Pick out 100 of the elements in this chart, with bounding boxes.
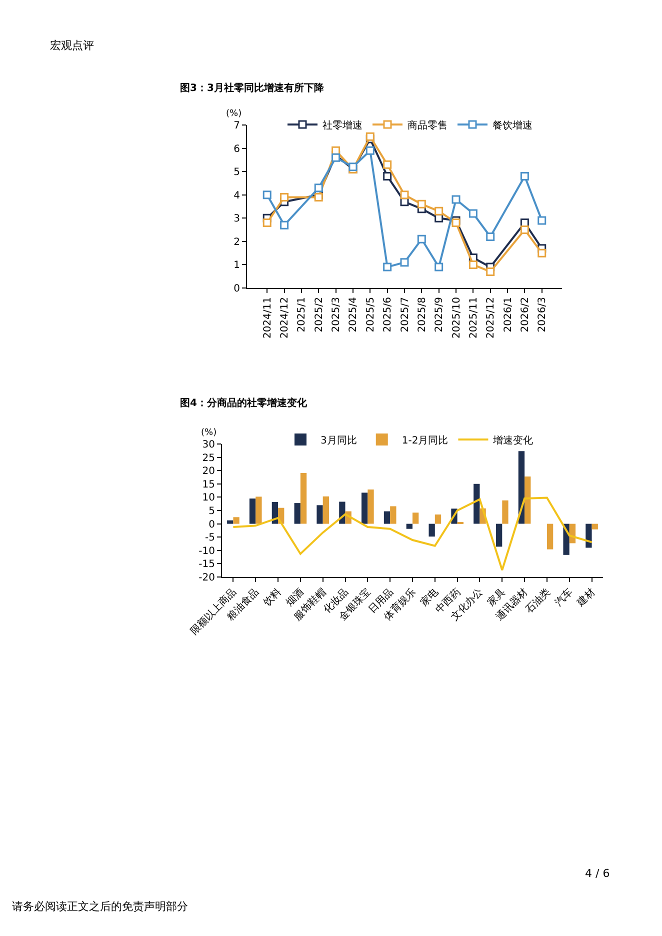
- bar: [362, 492, 368, 524]
- point: [383, 262, 392, 272]
- text: 请务必阅读正文之后的免责声明部分: [12, 900, 188, 913]
- point: [538, 216, 546, 225]
- bar: [390, 506, 396, 524]
- point: [452, 195, 460, 204]
- y-tick-label: -5: [205, 532, 215, 544]
- y-tick-label: 3: [234, 214, 240, 225]
- point: [383, 160, 392, 169]
- bar: [294, 503, 300, 524]
- point: [383, 172, 392, 180]
- point: [486, 267, 495, 276]
- y-tick-label: 0: [208, 519, 215, 530]
- line-series: [232, 496, 593, 572]
- point: [417, 234, 426, 244]
- y-tick-label: 20: [202, 466, 215, 478]
- bar: [233, 517, 240, 524]
- bar: [322, 496, 330, 524]
- y-tick-label: 6: [234, 144, 240, 155]
- bar: [592, 524, 598, 530]
- y-tick-label: 15: [202, 479, 215, 490]
- x-tick-label: 2026/2: [520, 297, 531, 332]
- legend-label: 增速变化: [492, 434, 534, 446]
- x-tick-label: 饮料: [260, 586, 284, 610]
- y-tick-label: 25: [202, 452, 215, 464]
- legend-label: 3月同比: [320, 434, 357, 446]
- legend-label: 1-2月同比: [402, 434, 448, 446]
- x-tick-label: 2025/2: [314, 297, 325, 332]
- x-tick-label: 2024/12: [280, 297, 291, 339]
- x-tick-label: 2024/11: [262, 297, 274, 339]
- point: [417, 200, 426, 208]
- y-tick-label: -10: [198, 546, 215, 557]
- text: 4 / 6: [585, 867, 610, 880]
- x-tick-label: 2026/1: [502, 297, 514, 332]
- point: [262, 190, 272, 200]
- y-axis-title: (%): [226, 109, 242, 119]
- bar: [256, 496, 262, 524]
- point: [314, 184, 323, 192]
- point: [366, 146, 374, 155]
- x-tick-label: 2025/5: [365, 297, 376, 332]
- bar: [300, 472, 307, 524]
- bar: [428, 524, 435, 537]
- y-tick-label: 5: [208, 506, 215, 517]
- y-tick-label: 2: [234, 236, 240, 248]
- y-tick-label: 4: [234, 190, 240, 202]
- x-tick-label: 2025/11: [468, 297, 480, 339]
- point: [280, 220, 289, 230]
- x-tick-label: 2025/9: [434, 297, 446, 332]
- x-tick-label: 2025/10: [451, 297, 462, 339]
- bar: [249, 498, 256, 524]
- point: [538, 248, 546, 258]
- point: [468, 260, 478, 269]
- bar: [502, 500, 508, 524]
- point: [468, 209, 478, 218]
- point: [434, 206, 444, 216]
- x-tick-label: 2026/3: [537, 297, 548, 332]
- x-tick-label: 建材: [574, 586, 598, 610]
- point: [520, 172, 529, 180]
- x-tick-label: 汽车: [552, 586, 576, 609]
- chart-title: 图4：分商品的社零增速变化: [180, 397, 308, 409]
- y-tick-label: 7: [234, 120, 240, 132]
- point: [280, 192, 289, 202]
- bar: [406, 524, 412, 529]
- bar: [586, 524, 592, 548]
- bar: [474, 484, 480, 524]
- point: [486, 232, 495, 242]
- bar: [316, 505, 323, 524]
- point: [452, 218, 460, 228]
- point: [400, 190, 409, 200]
- bar: [384, 511, 390, 524]
- point: [520, 226, 529, 234]
- x-tick-label: 2025/3: [331, 297, 342, 332]
- point: [366, 132, 374, 141]
- point: [348, 162, 358, 172]
- legend-label: 餐饮增速: [492, 119, 532, 132]
- y-tick-label: 30: [202, 440, 215, 450]
- bar: [227, 520, 234, 524]
- point: [400, 258, 409, 267]
- y-axis-title: (%): [201, 428, 217, 438]
- text: 宏观点评: [50, 39, 94, 52]
- bar: [496, 524, 502, 547]
- x-tick-label: 2025/6: [382, 297, 394, 332]
- point: [434, 262, 444, 272]
- y-tick-label: -15: [198, 559, 215, 570]
- bar: [546, 524, 554, 550]
- bar: [368, 489, 374, 524]
- y-tick-label: 1: [234, 260, 240, 272]
- x-tick-label: 2025/1: [296, 297, 308, 332]
- x-tick-label: 2025/12: [486, 297, 497, 339]
- y-tick-label: 0: [234, 284, 240, 294]
- x-tick-label: 2025/4: [348, 297, 360, 332]
- legend-label: 商品零售: [408, 119, 448, 132]
- y-tick-label: 5: [234, 167, 240, 178]
- x-tick-label: 2025/8: [416, 297, 428, 332]
- bar: [412, 512, 419, 524]
- point: [262, 218, 272, 228]
- bar: [524, 476, 531, 524]
- legend-label: 社零增速: [322, 119, 362, 132]
- x-tick-label: 2025/7: [400, 297, 411, 332]
- y-tick-label: 10: [202, 492, 215, 504]
